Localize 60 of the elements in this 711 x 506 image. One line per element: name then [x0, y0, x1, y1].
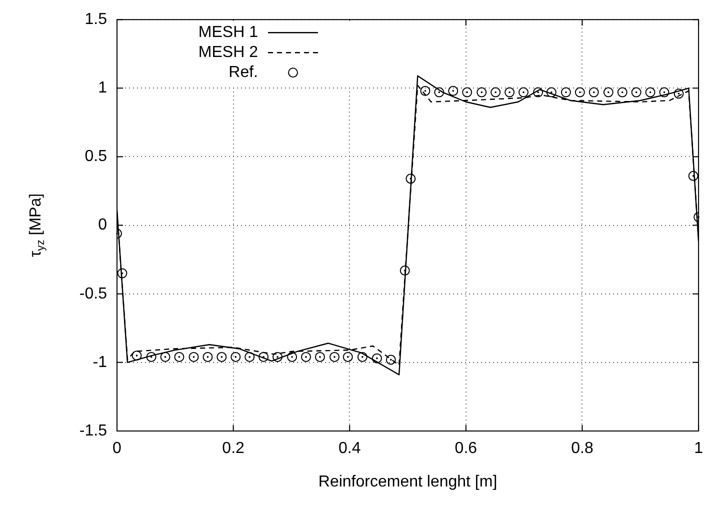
x-tick-label: 1 [694, 440, 704, 458]
point [314, 352, 325, 362]
y-tick-label: 1.5 [84, 11, 108, 28]
point [188, 352, 199, 362]
y-tick-label: 0.5 [84, 148, 108, 166]
point [603, 87, 614, 98]
point [617, 87, 628, 98]
point [301, 352, 312, 362]
y-tick-label: 1 [98, 80, 108, 97]
point [258, 352, 269, 362]
legend-label: MESH 1 [198, 24, 258, 42]
point [546, 87, 556, 98]
point [560, 87, 571, 98]
point [476, 87, 487, 98]
point [117, 268, 128, 278]
point [357, 352, 368, 362]
point [420, 86, 430, 96]
x-tick-label: 0 [112, 440, 122, 458]
point [400, 266, 410, 276]
point [272, 352, 283, 362]
point [645, 87, 656, 98]
point [174, 352, 184, 362]
y-tick-label: 0 [98, 216, 108, 234]
point [574, 87, 585, 98]
point [462, 87, 472, 98]
point [372, 353, 382, 364]
point [287, 352, 298, 362]
point [490, 87, 501, 98]
point [160, 352, 170, 362]
y-axis-title: τyz [MPa] [27, 193, 47, 258]
point [216, 352, 227, 362]
x-tick-label: 0.8 [571, 440, 594, 458]
point [386, 354, 396, 365]
point [202, 352, 213, 362]
point [659, 87, 670, 98]
point [244, 352, 255, 362]
point [518, 87, 529, 98]
point [342, 352, 353, 362]
x-axis-title: Reinforcement lenght [m] [318, 473, 498, 490]
point [504, 87, 515, 98]
x-tick-label: 0.4 [338, 440, 361, 458]
point [230, 352, 241, 362]
point [330, 352, 340, 362]
legend-label: MESH 2 [198, 44, 258, 62]
point [674, 88, 684, 99]
point [434, 87, 444, 98]
point [588, 87, 599, 98]
point [448, 86, 458, 96]
x-tick-label: 0.2 [222, 440, 245, 458]
point [688, 170, 698, 181]
point [146, 352, 156, 362]
point [631, 87, 642, 98]
x-tick-label: 0.6 [454, 440, 478, 458]
y-tick-label: -0.5 [79, 285, 108, 302]
y-tick-label: -1.5 [79, 422, 108, 440]
point [533, 87, 544, 98]
point [406, 174, 416, 184]
legend-label: Ref. [228, 64, 258, 82]
y-tick-label: -1 [92, 354, 108, 371]
point [132, 350, 142, 361]
